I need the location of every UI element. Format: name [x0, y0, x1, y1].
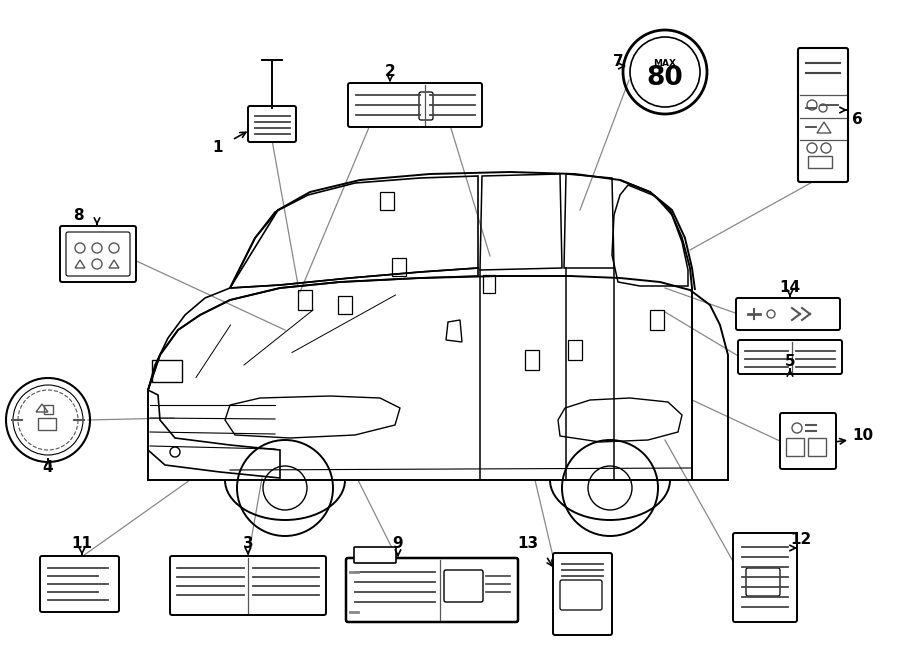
FancyBboxPatch shape — [733, 533, 797, 622]
Text: 12: 12 — [790, 533, 811, 547]
Text: 9: 9 — [392, 535, 403, 551]
Bar — [650, 310, 664, 330]
FancyBboxPatch shape — [354, 547, 396, 563]
Text: 13: 13 — [517, 535, 538, 551]
Text: 6: 6 — [852, 112, 863, 128]
FancyBboxPatch shape — [170, 556, 326, 615]
Bar — [338, 296, 352, 314]
Text: 11: 11 — [71, 535, 93, 551]
Bar — [568, 340, 582, 360]
Text: 2: 2 — [384, 65, 395, 79]
FancyBboxPatch shape — [560, 580, 602, 610]
FancyBboxPatch shape — [738, 340, 842, 374]
Text: 14: 14 — [779, 280, 801, 295]
FancyBboxPatch shape — [419, 92, 433, 120]
FancyBboxPatch shape — [780, 413, 836, 469]
Text: 1: 1 — [212, 141, 223, 155]
Text: 10: 10 — [852, 428, 873, 442]
FancyBboxPatch shape — [444, 570, 483, 602]
FancyBboxPatch shape — [798, 48, 848, 182]
Bar — [483, 275, 495, 293]
Bar — [808, 438, 826, 456]
Text: 5: 5 — [785, 354, 796, 369]
Bar — [525, 350, 539, 370]
FancyBboxPatch shape — [348, 83, 482, 127]
Text: 7: 7 — [613, 54, 624, 69]
FancyBboxPatch shape — [248, 106, 296, 142]
Text: 3: 3 — [243, 535, 253, 551]
Bar — [44, 405, 53, 414]
Bar — [152, 360, 182, 382]
Bar — [38, 418, 56, 430]
FancyBboxPatch shape — [746, 568, 780, 596]
Text: MAX: MAX — [653, 59, 677, 67]
Bar — [298, 290, 312, 310]
FancyBboxPatch shape — [736, 298, 840, 330]
Text: 8: 8 — [73, 208, 84, 223]
Text: 4: 4 — [42, 461, 53, 475]
FancyBboxPatch shape — [40, 556, 119, 612]
FancyBboxPatch shape — [60, 226, 136, 282]
Text: 80: 80 — [646, 65, 683, 91]
FancyBboxPatch shape — [346, 558, 518, 622]
Bar — [786, 438, 804, 456]
FancyBboxPatch shape — [66, 232, 130, 276]
Bar — [380, 192, 394, 210]
Bar — [392, 258, 406, 276]
FancyBboxPatch shape — [553, 553, 612, 635]
Bar — [808, 156, 832, 168]
